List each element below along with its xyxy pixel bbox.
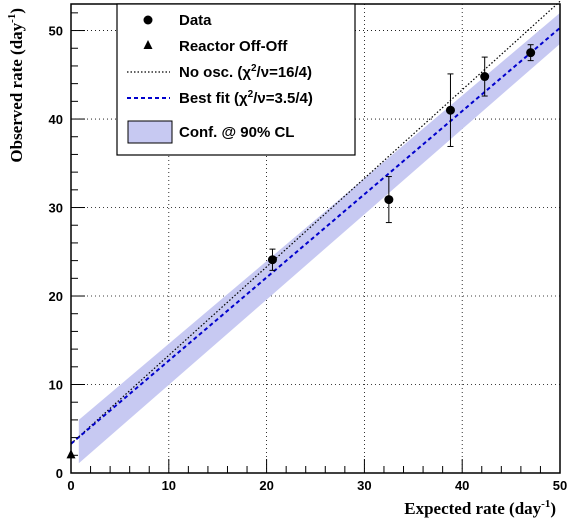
confidence-band bbox=[78, 12, 560, 464]
y-tick-label: 10 bbox=[49, 378, 63, 393]
points-layer bbox=[66, 44, 536, 459]
x-tick-label: 20 bbox=[259, 478, 273, 493]
y-tick-label: 20 bbox=[49, 289, 63, 304]
legend-reactor-label: Reactor Off-Off bbox=[179, 38, 288, 55]
legend-band-swatch bbox=[127, 120, 173, 144]
confidence-band-layer bbox=[78, 12, 560, 464]
no-oscillation-line bbox=[70, 0, 561, 445]
lines-layer bbox=[70, 0, 561, 445]
data-point bbox=[445, 105, 455, 115]
y-tick-label: 50 bbox=[49, 24, 63, 39]
legend-data-label: Data bbox=[179, 12, 212, 29]
x-tick-label: 0 bbox=[67, 478, 74, 493]
data-point bbox=[526, 48, 536, 58]
y-tick-label: 0 bbox=[56, 466, 63, 481]
best-fit-line bbox=[70, 27, 561, 445]
axis-ticks: 0 10 20 30 40 50 0 10 20 30 40 50 bbox=[49, 12, 567, 493]
legend-data-marker bbox=[143, 15, 153, 25]
x-axis-title: Expected rate (day-1) bbox=[404, 498, 556, 518]
x-tick-label: 10 bbox=[162, 478, 176, 493]
legend-band-label: Conf. @ 90% CL bbox=[179, 124, 294, 141]
legend-bestfit-label: Best fit (χ2/ν=3.5/4) bbox=[179, 89, 313, 107]
legend-reactor-marker bbox=[143, 40, 153, 49]
y-axis-title: Observed rate (day-1) bbox=[6, 8, 26, 163]
x-tick-label: 30 bbox=[357, 478, 371, 493]
y-tick-label: 40 bbox=[49, 112, 63, 127]
x-tick-label: 50 bbox=[553, 478, 567, 493]
data-point bbox=[480, 72, 490, 82]
data-point bbox=[267, 255, 277, 265]
data-point bbox=[384, 195, 394, 205]
y-tick-label: 30 bbox=[49, 201, 63, 216]
x-tick-label: 40 bbox=[455, 478, 469, 493]
legend-noosc-label: No osc. (χ2/ν=16/4) bbox=[179, 63, 312, 81]
legend: Data Reactor Off-Off No osc. (χ2/ν=16/4)… bbox=[116, 3, 356, 156]
